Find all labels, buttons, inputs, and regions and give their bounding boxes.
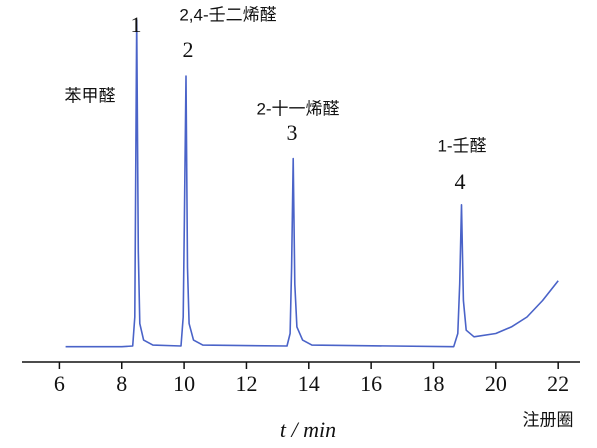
- peak-annotation: 2-十一烯醛: [256, 99, 339, 118]
- x-tick-label: 12: [235, 371, 257, 396]
- peak-annotation: 1-壬醛: [437, 136, 486, 155]
- x-tick-label: 20: [485, 371, 507, 396]
- x-tick-label: 14: [298, 371, 320, 396]
- chromatogram-line: [65, 19, 559, 348]
- peak-annotation: 4: [455, 169, 466, 194]
- x-tick-label: 10: [173, 371, 195, 396]
- x-tick-label: 22: [547, 371, 569, 396]
- watermark: 注册圈: [523, 410, 574, 429]
- peak-annotation: 3: [287, 120, 298, 145]
- x-tick-label: 8: [116, 371, 127, 396]
- peak-annotation: 2,4-壬二烯醛: [179, 5, 276, 24]
- peak-annotation: 苯甲醛: [65, 86, 116, 105]
- x-tick-label: 6: [54, 371, 65, 396]
- peak-annotation: 2: [183, 37, 194, 62]
- x-tick-label: 16: [360, 371, 382, 396]
- x-axis-label: t / min: [280, 417, 336, 442]
- peak-annotation: 1: [131, 12, 142, 37]
- x-tick-label: 18: [422, 371, 444, 396]
